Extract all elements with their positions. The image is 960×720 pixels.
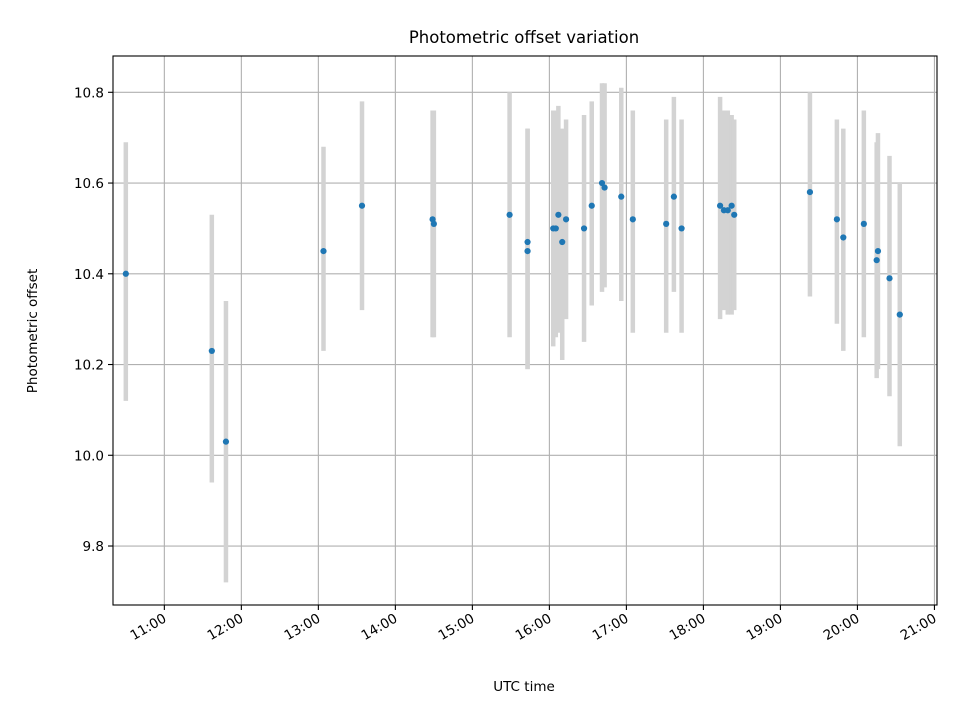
data-point — [208, 347, 215, 355]
y-tick-label: 10.0 — [74, 448, 104, 464]
grid — [113, 56, 937, 605]
data-point — [874, 247, 882, 255]
data-point — [886, 275, 893, 282]
data-point — [629, 216, 636, 223]
data-point — [860, 220, 867, 227]
y-tick-label: 10.8 — [74, 85, 104, 101]
data-point — [724, 207, 731, 214]
data-point — [806, 189, 814, 196]
data-points — [122, 179, 903, 445]
data-point — [833, 216, 840, 223]
data-point — [320, 247, 327, 255]
data-point — [506, 211, 513, 218]
y-tick-label: 10.4 — [74, 267, 104, 283]
data-point — [524, 247, 531, 255]
data-point — [598, 179, 606, 187]
data-point — [873, 257, 880, 264]
data-point — [559, 238, 566, 246]
data-point — [524, 238, 531, 246]
data-point — [552, 225, 559, 232]
data-point — [728, 202, 735, 209]
y-tick-label: 9.8 — [83, 539, 104, 555]
data-point — [618, 193, 625, 200]
y-tick-label: 10.6 — [74, 176, 104, 192]
data-point — [678, 225, 685, 232]
data-point — [555, 211, 562, 218]
data-point — [580, 225, 588, 232]
data-point — [588, 202, 595, 209]
y-tick-label: 10.2 — [74, 358, 104, 374]
data-point — [222, 438, 230, 445]
data-point — [716, 202, 724, 209]
data-point — [122, 270, 129, 277]
chart-title: Photometric offset variation — [409, 28, 639, 47]
y-axis-label: Photometric offset — [25, 269, 41, 393]
data-point — [670, 193, 677, 200]
data-point — [840, 234, 847, 241]
data-point — [663, 220, 670, 227]
data-point — [731, 211, 738, 218]
y-axis-ticks: 9.8 10.0 10.2 10.4 10.6 10.8 — [74, 85, 113, 555]
plot-frame — [112, 55, 938, 606]
data-point — [562, 216, 570, 223]
x-axis-label: UTC time — [493, 679, 555, 695]
data-point — [430, 220, 437, 227]
data-point — [896, 311, 903, 318]
data-point — [601, 184, 608, 191]
data-point — [358, 202, 366, 209]
